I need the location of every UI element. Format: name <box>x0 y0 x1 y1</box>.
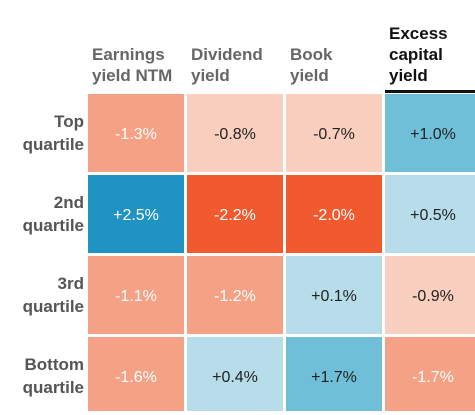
row-header-1: 2nd quartile <box>0 175 84 253</box>
heatmap-cell <box>187 175 283 253</box>
cell-value-label: -1.6% <box>115 369 157 386</box>
cell-value-label: -1.2% <box>214 288 256 305</box>
column-header-line: Dividend <box>191 45 263 64</box>
column-header-line: yield NTM <box>92 66 173 85</box>
column-header-line: Excess <box>389 24 448 43</box>
heatmap-cell <box>88 337 184 411</box>
column-header-line: capital <box>389 45 443 64</box>
heatmap-cell <box>286 256 382 334</box>
column-header-3: Excess capital yield <box>389 0 475 90</box>
heatmap-cell <box>187 337 283 411</box>
row-header-line: Bottom <box>24 355 84 374</box>
column-header-line: yield <box>389 66 428 85</box>
column-header-0: Earnings yield NTM <box>92 0 188 90</box>
column-header-line: yield <box>191 66 230 85</box>
column-header-2: Book yield <box>290 0 386 90</box>
heatmap-cell <box>385 256 475 334</box>
row-header-line: quartile <box>22 378 84 397</box>
column-header-line: Earnings <box>92 45 165 64</box>
cell-value-label: +0.1% <box>311 288 357 305</box>
column-header-1: Dividend yield <box>191 0 287 90</box>
cell-value-label: -0.9% <box>412 288 454 305</box>
heatmap-cell <box>385 94 475 172</box>
cell-value-label: -0.8% <box>214 126 256 143</box>
row-header-0: Top quartile <box>0 94 84 172</box>
heatmap-cell <box>187 94 283 172</box>
row-header-line: quartile <box>22 297 84 316</box>
cell-value-label: -1.7% <box>412 369 454 386</box>
row-header-2: 3rd quartile <box>0 256 84 334</box>
cell-value-label: +1.7% <box>311 369 357 386</box>
row-header-line: quartile <box>22 216 84 235</box>
row-header-line: 3rd <box>57 274 84 293</box>
heatmap-cell <box>88 175 184 253</box>
cell-value-label: -0.7% <box>313 126 355 143</box>
row-header-line: 2nd <box>53 193 84 212</box>
emphasis-underline <box>385 90 475 93</box>
column-header-line: yield <box>290 66 329 85</box>
row-header-3: Bottom quartile <box>0 337 84 415</box>
cell-value-label: -1.3% <box>115 126 157 143</box>
heatmap-cell <box>187 256 283 334</box>
heatmap-cell <box>385 175 475 253</box>
cell-value-label: +0.4% <box>212 369 258 386</box>
cell-value-label: -1.1% <box>115 288 157 305</box>
row-header-line: quartile <box>22 135 84 154</box>
column-header-line: Book <box>290 45 333 64</box>
cell-value-label: -2.0% <box>313 207 355 224</box>
heatmap-cell <box>88 256 184 334</box>
cell-value-label: +1.0% <box>410 126 456 143</box>
cell-value-label: +2.5% <box>113 207 159 224</box>
cell-value-label: -2.2% <box>214 207 256 224</box>
heatmap-cell <box>286 175 382 253</box>
heatmap-cell <box>385 337 475 411</box>
row-header-line: Top <box>54 112 84 131</box>
cell-value-label: +0.5% <box>410 207 456 224</box>
heatmap-cell <box>88 94 184 172</box>
heatmap-cell <box>286 337 382 411</box>
heatmap-cell <box>286 94 382 172</box>
